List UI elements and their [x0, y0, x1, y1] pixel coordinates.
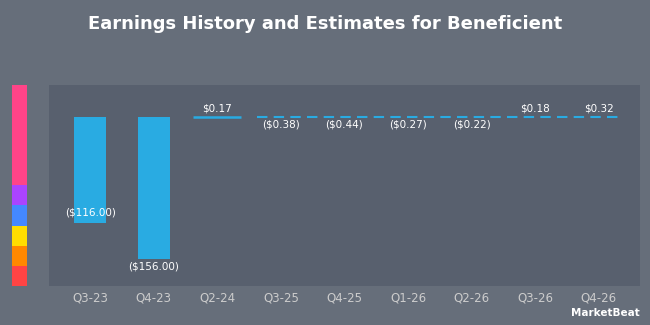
Text: ($116.00): ($116.00): [64, 207, 116, 217]
Text: ($0.27): ($0.27): [389, 120, 427, 130]
Text: Earnings History and Estimates for Beneficient: Earnings History and Estimates for Benef…: [88, 15, 562, 32]
Bar: [12, 192, 27, 266]
Text: ($0.38): ($0.38): [262, 120, 300, 130]
Text: ($0.44): ($0.44): [326, 120, 363, 130]
Bar: [12, 138, 27, 246]
Text: $0.17: $0.17: [202, 103, 232, 113]
Bar: [12, 185, 27, 226]
Text: ($156.00): ($156.00): [128, 261, 179, 271]
Text: MarketBeat: MarketBeat: [571, 308, 640, 318]
Bar: [138, 117, 170, 259]
Bar: [12, 132, 27, 205]
Text: $0.32: $0.32: [584, 103, 614, 113]
Bar: [74, 117, 106, 223]
Bar: [12, 78, 27, 185]
Bar: [12, 246, 27, 286]
Text: ($0.22): ($0.22): [453, 120, 491, 130]
Text: $0.18: $0.18: [521, 103, 550, 113]
